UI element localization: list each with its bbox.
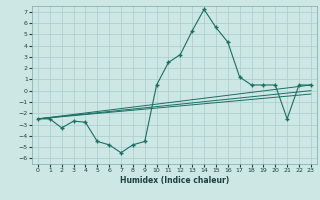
X-axis label: Humidex (Indice chaleur): Humidex (Indice chaleur) [120,176,229,185]
